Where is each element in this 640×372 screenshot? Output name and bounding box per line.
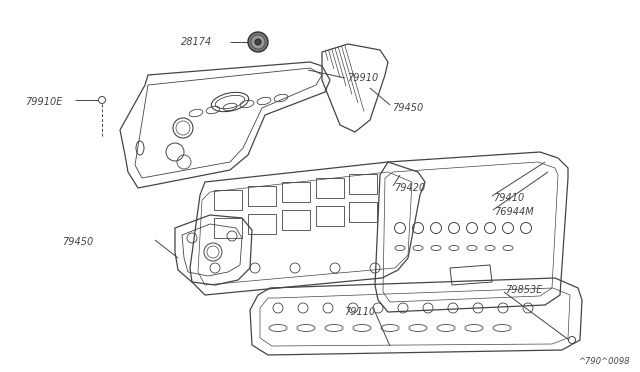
Text: 79450: 79450 [62,237,93,247]
Text: 79410: 79410 [493,193,524,203]
Text: 79110: 79110 [344,307,376,317]
Text: 76944M: 76944M [494,207,534,217]
Text: ^790^0098: ^790^0098 [579,357,630,366]
Text: 79910: 79910 [347,73,378,83]
Text: 28174: 28174 [180,37,212,47]
Text: 79420: 79420 [394,183,425,193]
Circle shape [251,35,265,49]
Circle shape [255,39,261,45]
Text: 79910E: 79910E [24,97,62,107]
Circle shape [248,32,268,52]
Text: 79450: 79450 [392,103,423,113]
Text: 79853E: 79853E [505,285,542,295]
